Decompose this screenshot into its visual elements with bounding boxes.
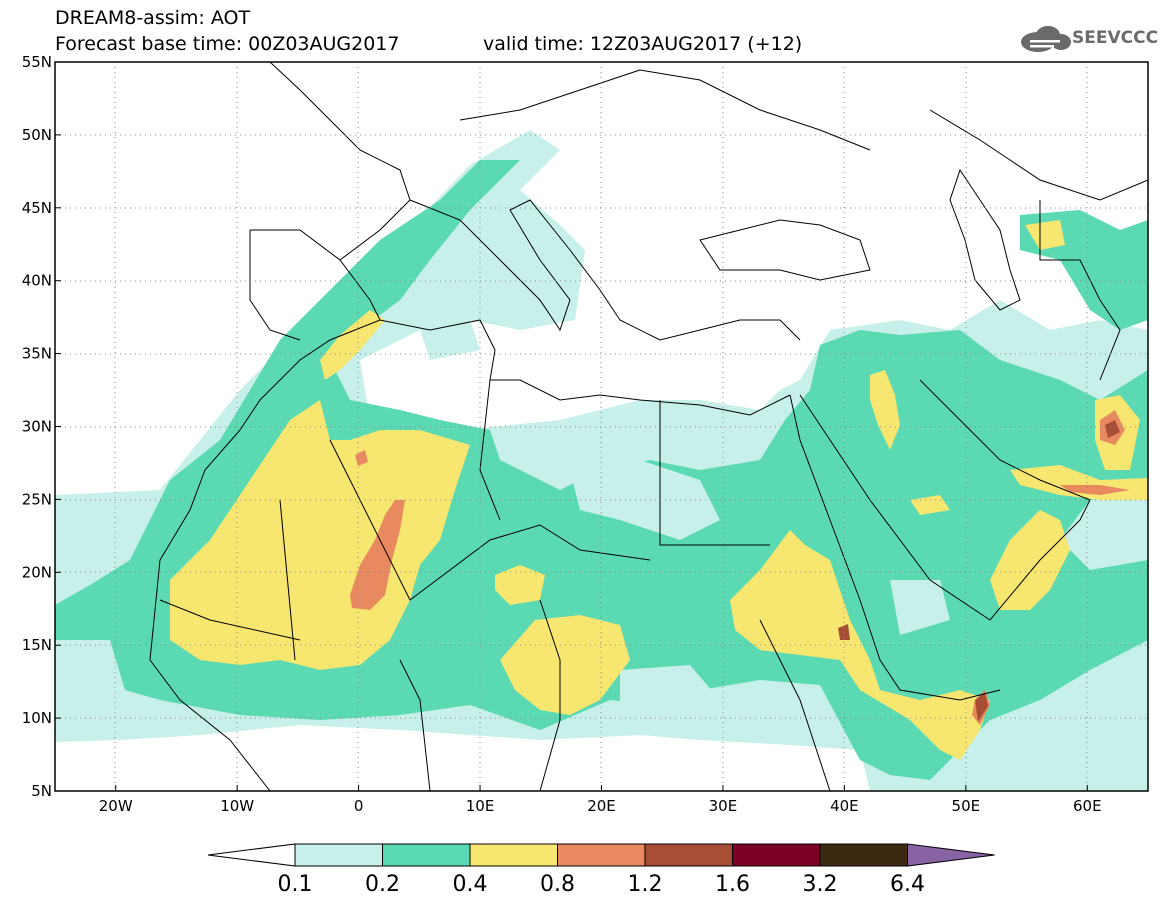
lat-label: 30N <box>22 418 52 436</box>
colorbar-cell <box>557 843 646 867</box>
aot-band-1.2 <box>975 692 988 722</box>
colorbar-min-arrow <box>207 843 296 867</box>
lon-label: 20W <box>99 797 133 815</box>
lat-label: 15N <box>22 636 52 654</box>
colorbar-cell <box>382 843 471 867</box>
lon-label: 60E <box>1073 797 1102 815</box>
lat-label: 55N <box>22 53 52 71</box>
lat-label: 25N <box>22 490 52 508</box>
colorbar-label: 0.8 <box>540 872 575 897</box>
lon-label: 40E <box>830 797 859 815</box>
valid-time: valid time: 12Z03AUG2017 (+12) <box>483 33 803 55</box>
lat-label: 10N <box>22 709 52 727</box>
map-title: DREAM8-assim: AOT <box>55 7 251 29</box>
colorbar-cell <box>294 843 383 867</box>
lat-label: 5N <box>31 782 52 800</box>
colorbar-cell <box>819 843 908 867</box>
colorbar-label: 6.4 <box>890 872 925 897</box>
colorbar-label: 0.1 <box>277 872 313 897</box>
logo-text: SEEVCCC <box>1072 28 1159 48</box>
colorbar-label: 3.2 <box>802 872 838 897</box>
lon-label: 0 <box>354 797 364 815</box>
colorbar-label: 1.6 <box>715 872 750 897</box>
aot-band-0.8 <box>350 500 405 610</box>
forecast-base-time: Forecast base time: 00Z03AUG2017 <box>55 33 400 55</box>
colorbar-cell <box>469 843 558 867</box>
colorbar-label: 0.2 <box>365 872 400 897</box>
colorbar-cell <box>644 843 733 867</box>
lon-label: 50E <box>952 797 981 815</box>
lat-label: 45N <box>22 199 52 217</box>
lon-label: 20E <box>587 797 616 815</box>
lon-label: 10E <box>466 797 495 815</box>
aot-band-0.4 <box>170 400 470 670</box>
lat-label: 40N <box>22 272 52 290</box>
colorbar-label: 0.4 <box>452 872 488 897</box>
lat-label: 20N <box>22 563 52 581</box>
lon-label: 10W <box>220 797 254 815</box>
lat-label: 50N <box>22 126 52 144</box>
cloud-icon <box>1021 26 1071 52</box>
lon-label: 30E <box>709 797 738 815</box>
colorbar-label: 1.2 <box>627 872 663 897</box>
colorbar-cell <box>732 843 821 867</box>
colorbar-max-arrow <box>907 843 995 867</box>
lat-label: 35N <box>22 345 52 363</box>
